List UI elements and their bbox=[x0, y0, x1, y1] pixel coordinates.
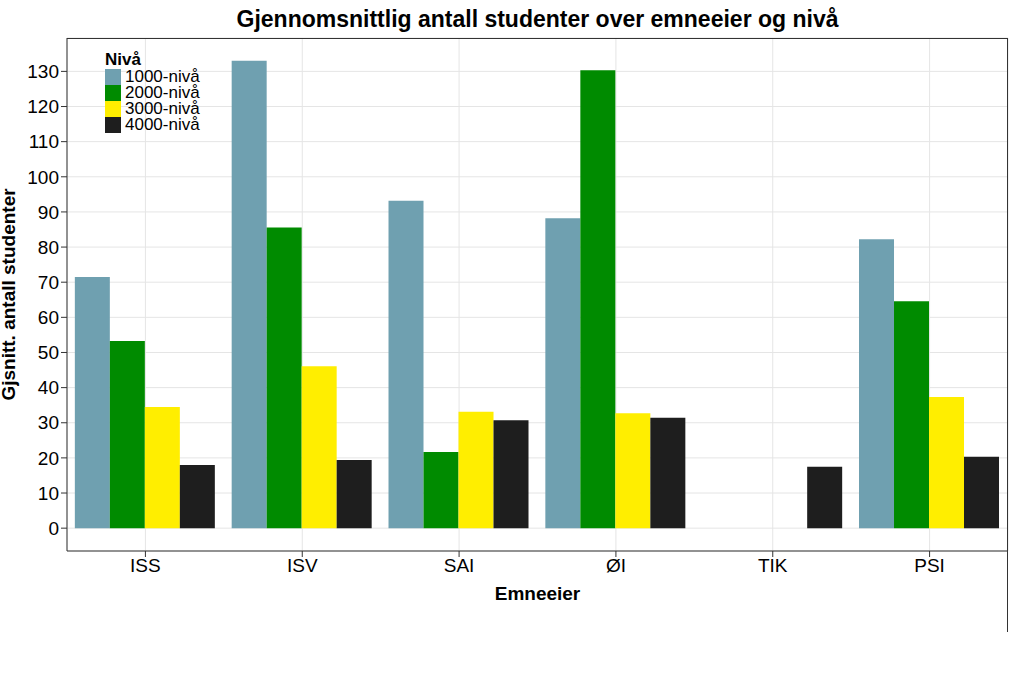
svg-text:70: 70 bbox=[38, 272, 59, 293]
html-text:4000-nivå: 4000-nivå bbox=[125, 115, 200, 134]
svg-text:40: 40 bbox=[38, 377, 59, 398]
svg-text:60: 60 bbox=[38, 307, 59, 328]
svg-text:100: 100 bbox=[27, 167, 59, 188]
svg-text:20: 20 bbox=[38, 448, 59, 469]
svg-text:Gjsnitt. antall studenter: Gjsnitt. antall studenter bbox=[8, 188, 19, 401]
svg-text:50: 50 bbox=[38, 342, 59, 363]
svg-text:130: 130 bbox=[27, 61, 59, 82]
svg-text:TIK: TIK bbox=[758, 555, 788, 576]
svg-text:0: 0 bbox=[48, 518, 59, 539]
html-text:2000-nivå: 2000-nivå bbox=[125, 83, 200, 102]
svg-text:10: 10 bbox=[38, 483, 59, 504]
html-text:1000-nivå: 1000-nivå bbox=[125, 67, 200, 86]
svg-text:Emneeier: Emneeier bbox=[495, 583, 581, 604]
html-text:Gjennomsnittlig antall student: Gjennomsnittlig antall studenter over em… bbox=[236, 6, 839, 32]
svg-text:ISS: ISS bbox=[130, 555, 161, 576]
svg-text:120: 120 bbox=[27, 96, 59, 117]
svg-text:SAI: SAI bbox=[444, 555, 475, 576]
svg-text:ØI: ØI bbox=[606, 555, 626, 576]
svg-text:30: 30 bbox=[38, 412, 59, 433]
svg-text:110: 110 bbox=[29, 131, 59, 152]
html-text:Nivå: Nivå bbox=[105, 50, 141, 69]
svg-text:90: 90 bbox=[38, 202, 59, 223]
html-text:3000-nivå: 3000-nivå bbox=[125, 99, 200, 118]
svg-text:PSI: PSI bbox=[914, 555, 945, 576]
svg-text:80: 80 bbox=[38, 237, 59, 258]
svg-text:ISV: ISV bbox=[287, 555, 318, 576]
